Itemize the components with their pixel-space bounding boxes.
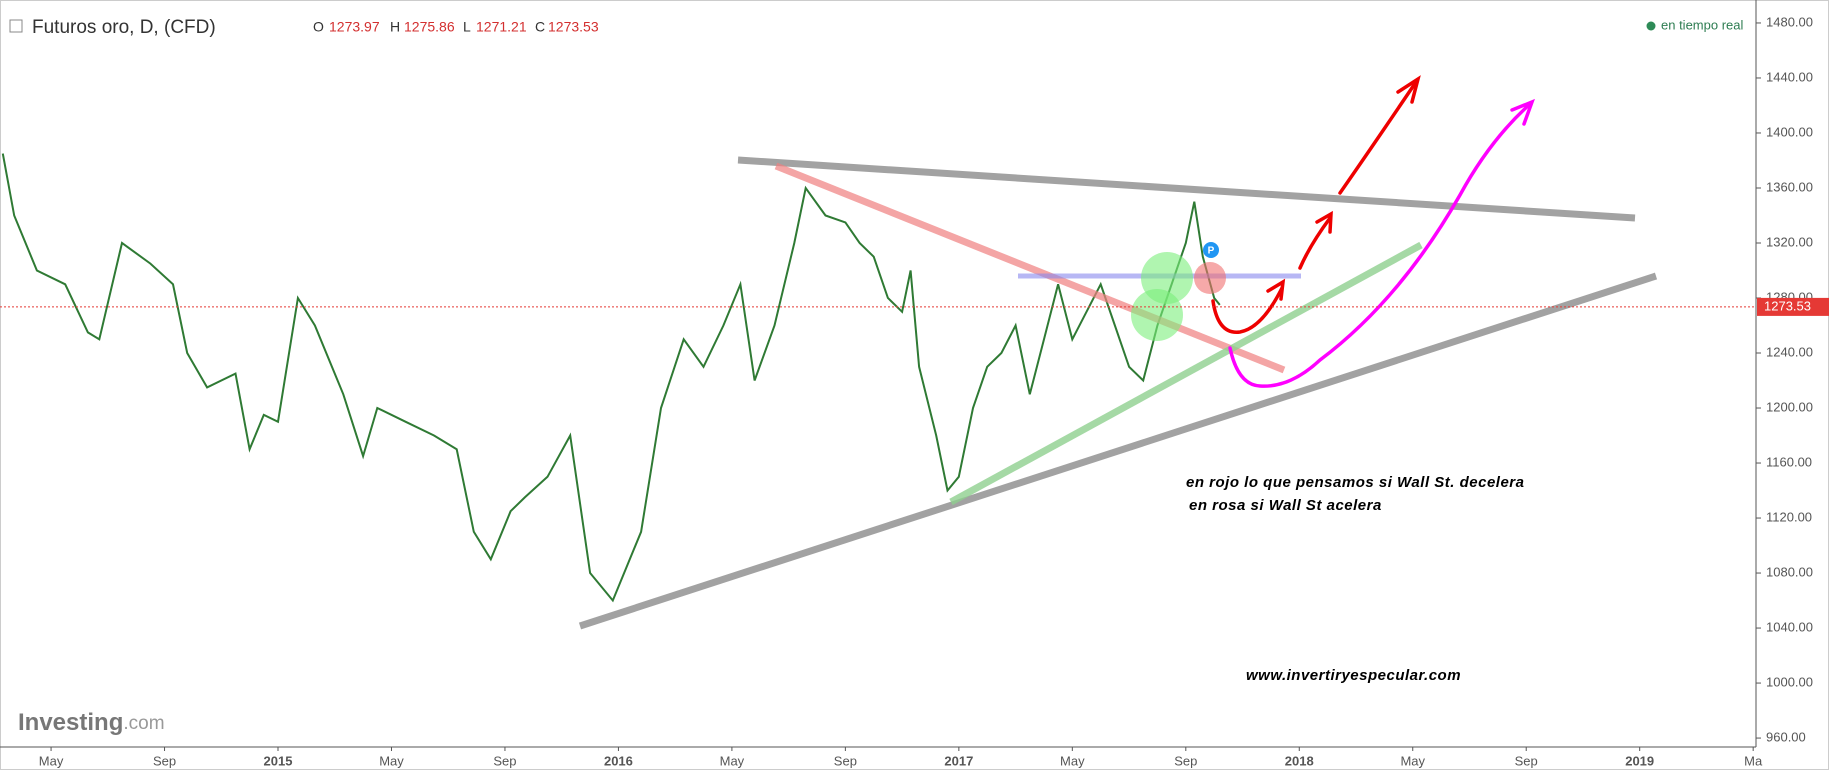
x-tick-label: 2018 xyxy=(1285,753,1314,768)
x-tick-label: 2015 xyxy=(264,753,293,768)
ohlc-label: L xyxy=(463,19,471,35)
ohlc-label: O xyxy=(313,19,324,35)
collapse-icon[interactable] xyxy=(9,19,23,33)
x-tick-label: Sep xyxy=(153,753,176,768)
annotation: www.invertiryespecular.com xyxy=(1246,667,1461,684)
chart-title: Futuros oro, D, (CFD) xyxy=(32,17,216,38)
ohlc-label: H xyxy=(390,19,400,35)
x-tick-label: May xyxy=(1060,753,1085,768)
logo-main: Investing xyxy=(18,709,123,736)
x-tick-label: Ma xyxy=(1744,753,1763,768)
y-tick-label: 1200.00 xyxy=(1766,399,1813,414)
x-tick-label: Sep xyxy=(834,753,857,768)
trend-line xyxy=(774,162,1286,374)
ohlc-value: 1273.53 xyxy=(548,19,599,35)
arrow-head xyxy=(1510,98,1535,126)
y-tick-label: 1120.00 xyxy=(1766,509,1812,524)
x-tick-label: May xyxy=(720,753,745,768)
last-price-label: 1273.53 xyxy=(1764,298,1811,313)
marker-label: P xyxy=(1208,246,1215,257)
y-tick-label: 1400.00 xyxy=(1766,124,1813,139)
annotation: en rojo lo que pensamos si Wall St. dece… xyxy=(1186,474,1525,491)
ohlc-value: 1273.97 xyxy=(329,19,380,35)
y-tick-label: 1240.00 xyxy=(1766,344,1813,359)
arrow xyxy=(1338,80,1418,195)
highlight xyxy=(1131,289,1183,341)
x-tick-label: May xyxy=(39,753,64,768)
x-tick-label: 2019 xyxy=(1625,753,1654,768)
ohlc-label: C xyxy=(535,19,545,35)
ohlc-value: 1275.86 xyxy=(404,19,455,35)
x-tick-label: May xyxy=(379,753,404,768)
y-tick-label: 1080.00 xyxy=(1766,564,1813,579)
y-tick-label: 1160.00 xyxy=(1766,454,1812,469)
x-tick-label: 2016 xyxy=(604,753,633,768)
x-tick-label: Sep xyxy=(1174,753,1197,768)
y-tick-label: 1040.00 xyxy=(1766,619,1813,634)
x-tick-label: Sep xyxy=(493,753,516,768)
y-tick-label: 1480.00 xyxy=(1766,14,1813,29)
arrow xyxy=(1211,286,1284,334)
arrow-head xyxy=(1396,75,1421,104)
logo-suffix: .com xyxy=(123,713,164,734)
ohlc: O 1273.97 H 1275.86 L 1271.21 C 1273.53 xyxy=(313,19,599,35)
x-tick-label: Sep xyxy=(1515,753,1538,768)
highlight xyxy=(1194,262,1226,294)
arrow-head xyxy=(1315,210,1333,234)
arrow xyxy=(1298,216,1332,270)
red-scenario xyxy=(1211,75,1421,334)
trend-line xyxy=(949,241,1423,506)
trend-line xyxy=(737,156,1636,222)
status: en tiempo real xyxy=(1661,17,1743,32)
y-tick-label: 1000.00 xyxy=(1766,674,1813,689)
pink-scenario xyxy=(1228,98,1535,388)
trend-line xyxy=(578,272,1658,630)
price-line xyxy=(1,153,1221,603)
y-tick-label: 1360.00 xyxy=(1766,179,1813,194)
ohlc-value: 1271.21 xyxy=(476,19,527,35)
status-dot xyxy=(1646,21,1656,31)
y-tick-label: 1320.00 xyxy=(1766,234,1813,249)
annotation: en rosa si Wall St acelera xyxy=(1189,497,1382,514)
last-price-box xyxy=(1757,297,1829,316)
marker xyxy=(1203,242,1219,258)
arrow-head xyxy=(1266,278,1286,301)
y-tick-label: 960.00 xyxy=(1766,729,1806,744)
x-tick-label: 2017 xyxy=(944,753,973,768)
arrow xyxy=(1228,102,1532,388)
x-tick-label: May xyxy=(1400,753,1425,768)
logo: Investing.com xyxy=(18,709,165,736)
y-tick-label: 1440.00 xyxy=(1766,69,1813,84)
